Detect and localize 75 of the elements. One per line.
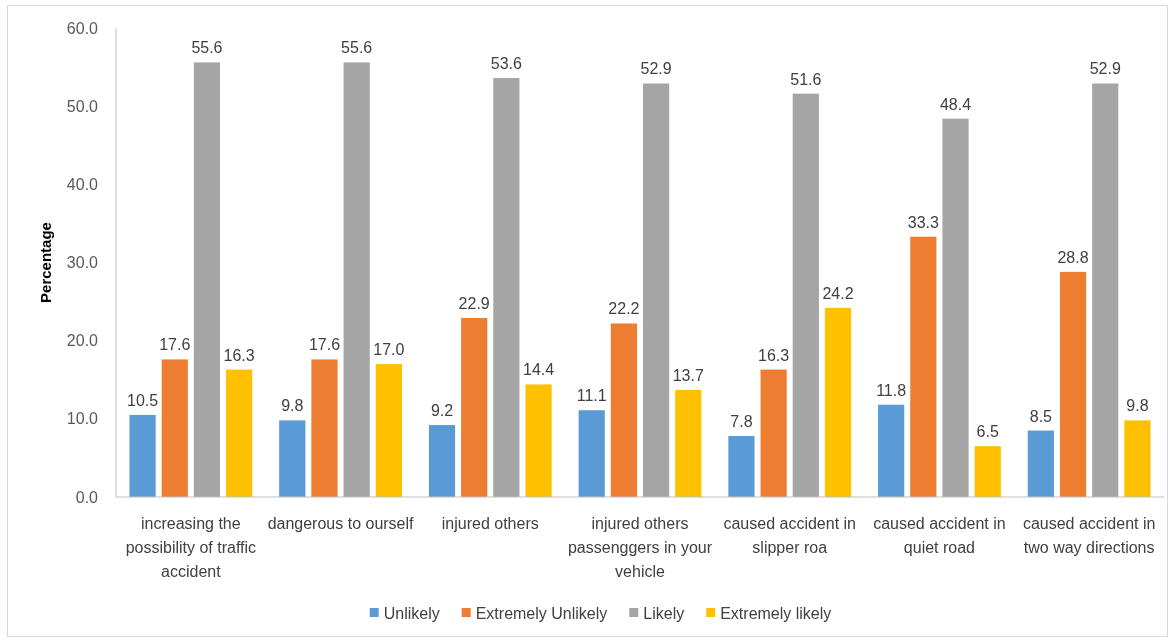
bar [728,436,755,497]
bar [1124,420,1151,497]
x-tick-label: injured others passenggers in your vehicle [567,515,713,580]
data-label: 16.3 [223,346,255,364]
bar [824,307,852,497]
data-label: 53.6 [490,55,523,73]
bar [311,359,338,497]
data-label: 22.2 [608,300,640,318]
bar [428,425,456,497]
bar [760,369,787,497]
data-label: 55.6 [341,39,373,57]
bar [610,323,638,497]
x-tick-label: caused accident in slipper roa [723,515,856,556]
y-tick-label: 30.0 [66,254,99,272]
bar [1059,271,1087,497]
data-label: 51.6 [790,70,822,88]
x-tick-label: caused accident in two way directions [1022,515,1156,556]
bar [642,83,670,497]
legend-label: Extremely likely [720,604,832,622]
y-tick-label: 60.0 [66,19,99,37]
legend-label: Unlikely [383,604,440,622]
data-label: 33.3 [907,213,940,231]
y-tick-label: 40.0 [66,175,99,193]
data-label: 16.3 [758,346,790,364]
bar [525,384,552,497]
bar [375,364,402,497]
x-tick-label: increasing the possibility of traffic accident [125,515,257,580]
bar [675,389,702,497]
data-label: 52.9 [1089,60,1121,78]
data-label: 7.8 [730,413,753,431]
bar [942,118,969,497]
data-label: 8.5 [1029,407,1053,425]
data-label: 11.8 [876,381,907,399]
bar [461,318,488,497]
data-label: 48.4 [939,95,972,113]
bar [1092,83,1119,497]
data-label: 24.2 [822,284,854,302]
data-label: 17.6 [159,336,191,354]
x-tick-label: caused accident in quiet road [873,515,1006,556]
data-label: 9.2 [430,402,454,420]
data-label: 22.9 [458,295,490,312]
data-label: 9.8 [1126,397,1149,415]
legend-label: Likely [643,604,685,622]
bar [226,369,253,497]
bar [878,404,905,497]
legend-label: Extremely Unlikely [475,604,608,622]
x-tick-label: dangerous to ourself [267,515,415,532]
data-label: 17.0 [373,341,405,359]
bar [129,414,156,497]
data-label: 52.9 [640,60,672,78]
bar [279,420,306,497]
y-tick-label: 10.0 [66,410,99,428]
bar [910,236,937,497]
bar [578,410,605,497]
bar [792,93,819,497]
data-label: 28.8 [1057,248,1089,266]
data-label: 10.5 [127,391,159,409]
y-tick-label: 20.0 [66,332,99,350]
data-label: 6.5 [976,423,999,441]
y-tick-label: 50.0 [66,97,99,115]
bar [343,62,370,497]
data-label: 14.4 [523,361,555,379]
data-label: 17.6 [308,336,341,354]
bar [193,62,221,497]
data-label: 9.8 [281,397,304,415]
y-tick-label: 0.0 [75,488,99,506]
data-label: 55.6 [191,39,223,57]
bar [1027,430,1054,497]
data-label: 13.7 [672,366,704,384]
y-axis-title: Percentage [37,222,54,303]
bar [974,446,1001,497]
x-tick-label: injured others [441,515,539,532]
bar [161,359,188,497]
data-label: 11.1 [576,387,607,405]
bar [493,78,520,497]
